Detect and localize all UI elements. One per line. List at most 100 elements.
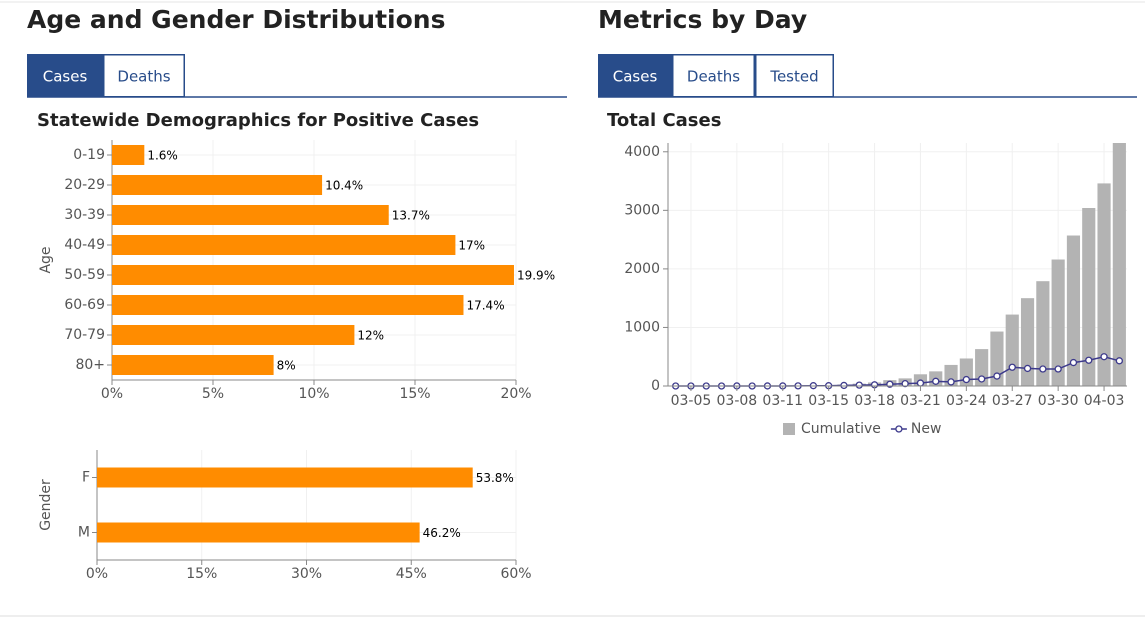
data-label: 1.6%	[147, 149, 178, 163]
bar	[1097, 183, 1111, 386]
bar	[1112, 143, 1126, 386]
point	[1100, 353, 1108, 361]
bar	[990, 331, 1004, 386]
point	[1069, 358, 1078, 367]
y-tick-label: 0-19	[73, 147, 105, 163]
point	[901, 380, 909, 388]
bar	[1051, 259, 1065, 386]
x-tick-label: 03-30	[1038, 393, 1079, 409]
y-tick-label: 30-39	[64, 207, 105, 223]
y-tick-label: 0	[651, 378, 660, 394]
x-tick-label: 0%	[86, 566, 108, 582]
y-tick-label: 2000	[624, 261, 660, 277]
point	[978, 375, 986, 383]
x-tick-label: 04-03	[1084, 393, 1125, 409]
point	[932, 377, 940, 385]
bar	[112, 235, 456, 255]
point	[993, 372, 1001, 380]
legend-label: New	[911, 421, 942, 437]
tab-label[interactable]: Deaths	[687, 68, 740, 86]
chart-title: Statewide Demographics for Positive Case…	[37, 110, 479, 131]
tab[interactable]	[598, 54, 672, 98]
section-title: Metrics by Day	[598, 5, 807, 34]
x-tick-label: 60%	[500, 566, 531, 582]
data-label: 10.4%	[325, 179, 363, 193]
point	[1115, 357, 1123, 365]
x-tick-label: 20%	[500, 386, 531, 402]
point	[855, 381, 863, 389]
bar	[112, 355, 274, 375]
point	[916, 379, 925, 387]
x-tick-label: 03-08	[717, 393, 758, 409]
x-tick-label: 5%	[202, 386, 224, 402]
tab[interactable]	[27, 54, 103, 98]
chart-title: Total Cases	[607, 110, 721, 131]
x-tick-label: 45%	[396, 566, 427, 582]
y-tick-label: F	[82, 470, 90, 486]
bar	[112, 145, 145, 165]
bar	[112, 325, 355, 345]
tab-label[interactable]: Tested	[769, 68, 818, 86]
bar	[1082, 207, 1096, 386]
data-label: 17.4%	[466, 299, 504, 313]
x-tick-label: 03-21	[900, 393, 941, 409]
y-tick-label: 80+	[75, 357, 105, 373]
tab-label[interactable]: Cases	[613, 68, 658, 86]
x-tick-label: 03-11	[762, 393, 803, 409]
x-tick-label: 03-15	[808, 393, 849, 409]
y-axis-label: Age	[38, 246, 54, 273]
tab-label[interactable]: Cases	[43, 68, 88, 86]
legend-label: Cumulative	[801, 421, 881, 437]
x-tick-label: 30%	[291, 566, 322, 582]
y-axis-label: Gender	[38, 479, 54, 531]
point	[1023, 364, 1032, 373]
tab[interactable]	[103, 54, 185, 98]
y-tick-label: 1000	[624, 319, 660, 335]
y-tick-label: M	[78, 525, 90, 541]
point	[962, 375, 970, 384]
data-label: 8%	[277, 359, 296, 373]
x-tick-label: 03-27	[992, 393, 1033, 409]
y-tick-label: 4000	[624, 144, 660, 160]
y-tick-label: 50-59	[64, 267, 105, 283]
legend-swatch	[895, 425, 903, 433]
point	[947, 378, 955, 386]
x-tick-label: 03-05	[671, 393, 712, 409]
point	[1008, 363, 1016, 371]
legend-swatch	[783, 423, 795, 435]
bar	[1036, 281, 1050, 386]
point	[1039, 365, 1047, 373]
bar	[112, 295, 464, 315]
bar	[97, 522, 420, 543]
y-tick-label: 40-49	[64, 237, 105, 253]
x-tick-label: 15%	[399, 386, 430, 402]
point	[840, 381, 848, 390]
y-tick-label: 20-29	[64, 177, 105, 193]
y-tick-label: 3000	[624, 202, 660, 218]
data-label: 53.8%	[476, 471, 514, 485]
y-tick-label: 70-79	[64, 327, 105, 343]
point	[1085, 356, 1093, 364]
bar	[112, 205, 389, 225]
x-tick-label: 0%	[101, 386, 123, 402]
bar	[1005, 314, 1019, 386]
x-tick-label: 10%	[298, 386, 329, 402]
bar	[97, 467, 473, 488]
data-label: 46.2%	[423, 526, 461, 540]
bar	[112, 265, 514, 285]
data-label: 13.7%	[392, 209, 430, 223]
bar	[975, 349, 989, 386]
data-label: 17%	[458, 239, 485, 253]
bar	[1020, 298, 1035, 386]
tab-label[interactable]: Deaths	[117, 68, 170, 86]
x-tick-label: 03-18	[854, 393, 895, 409]
x-tick-label: 03-24	[946, 393, 987, 409]
section-title: Age and Gender Distributions	[27, 5, 445, 34]
bar	[112, 175, 323, 195]
data-label: 19.9%	[517, 269, 555, 283]
x-tick-label: 15%	[186, 566, 217, 582]
data-label: 12%	[357, 329, 384, 343]
point	[1054, 365, 1062, 373]
y-tick-label: 60-69	[64, 297, 105, 313]
